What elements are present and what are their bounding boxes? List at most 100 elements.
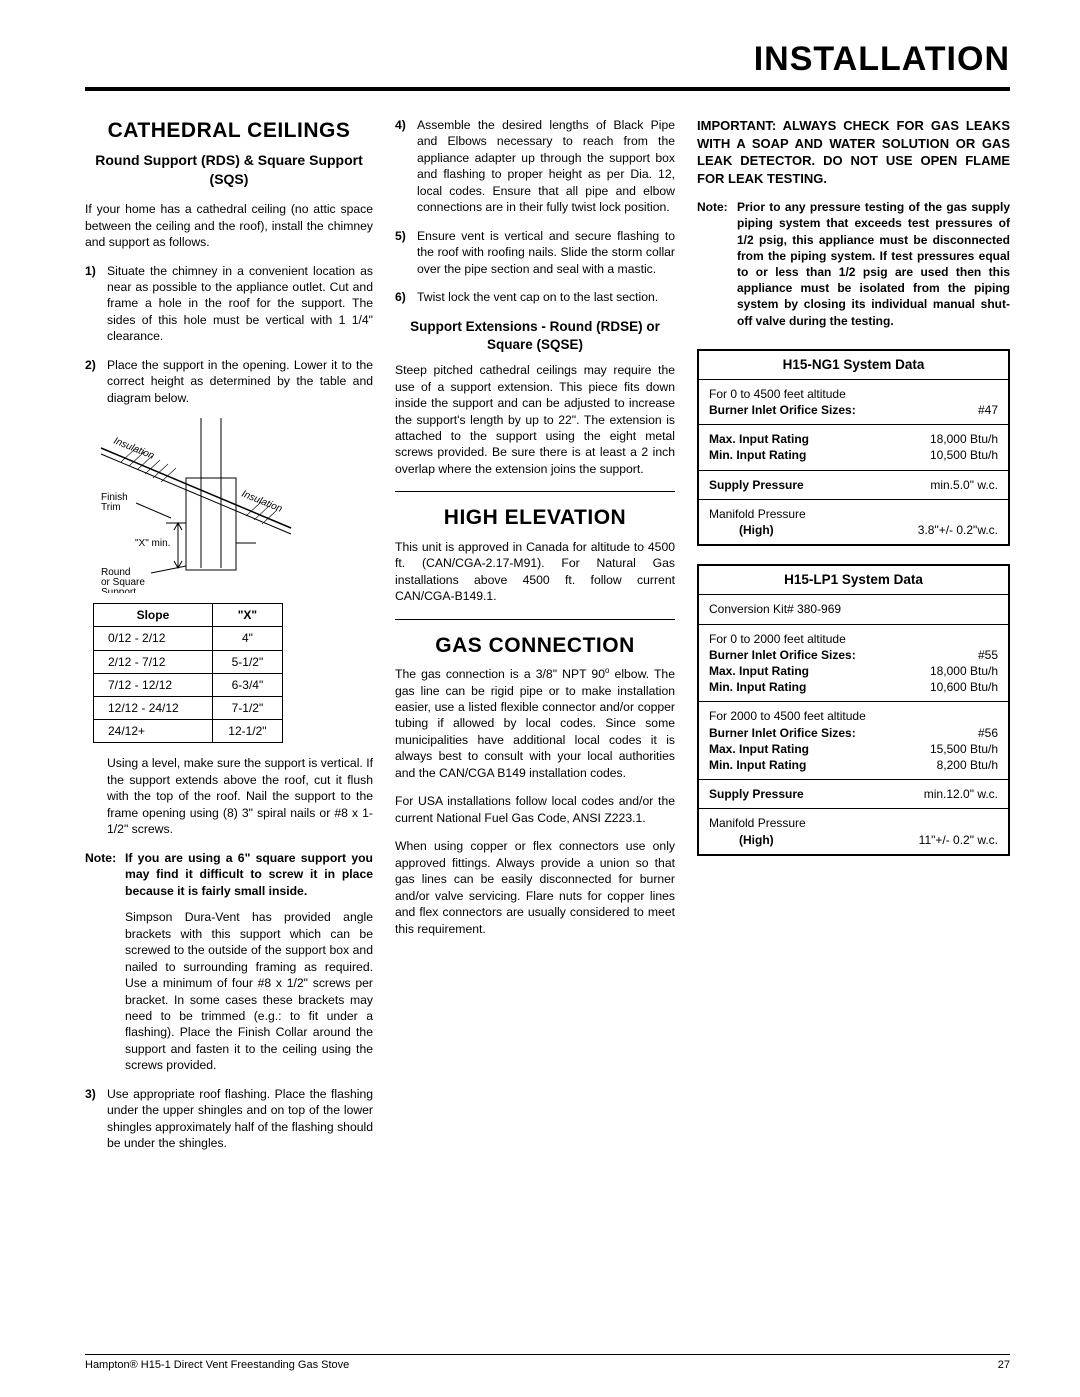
section-rule xyxy=(395,619,675,620)
data-key: Manifold Pressure xyxy=(709,815,998,831)
data-key: Supply Pressure xyxy=(709,477,804,493)
data-value: #56 xyxy=(978,725,998,741)
page-number: 27 xyxy=(998,1359,1010,1371)
data-value: 10,500 Btu/h xyxy=(930,447,998,463)
column-2: 4)Assemble the desired lengths of Black … xyxy=(395,117,675,1164)
data-value: 11"+/- 0.2" w.c. xyxy=(919,832,998,848)
warning-text: IMPORTANT: ALWAYS CHECK FOR GAS LEAKS WI… xyxy=(697,117,1010,187)
page-footer: Hampton® H15-1 Direct Vent Freestanding … xyxy=(85,1354,1010,1371)
note-label: Note: xyxy=(85,850,125,899)
section-rule xyxy=(395,491,675,492)
gas-para-2: For USA installations follow local codes… xyxy=(395,793,675,826)
table-cell: 5-1/2" xyxy=(212,650,282,673)
subheading-extensions: Support Extensions - Round (RDSE) or Squ… xyxy=(395,318,675,354)
table-cell: 7-1/2" xyxy=(212,697,282,720)
data-title: H15-NG1 System Data xyxy=(699,351,1008,380)
step-text: Assemble the desired lengths of Black Pi… xyxy=(417,117,675,216)
intro-para: If your home has a cathedral ceiling (no… xyxy=(85,201,373,250)
content-columns: CATHEDRAL CEILINGS Round Support (RDS) &… xyxy=(85,117,1010,1164)
data-value: min.5.0" w.c. xyxy=(930,477,998,493)
data-value: #47 xyxy=(978,402,998,418)
note-body: Prior to any pressure testing of the gas… xyxy=(737,199,1010,329)
svg-text:Support: Support xyxy=(101,587,136,593)
gas-para-3: When using copper or flex connectors use… xyxy=(395,838,675,937)
table-cell: 2/12 - 7/12 xyxy=(94,650,213,673)
data-row: For 0 to 4500 feet altitude xyxy=(709,386,998,402)
data-key: Supply Pressure xyxy=(709,786,804,802)
data-key: Max. Input Rating xyxy=(709,741,809,757)
step-num: 3) xyxy=(85,1086,107,1152)
heading-gas: GAS CONNECTION xyxy=(395,632,675,660)
system-data-ng1: H15-NG1 System Data For 0 to 4500 feet a… xyxy=(697,349,1010,547)
step-num: 2) xyxy=(85,357,107,406)
data-key: Min. Input Rating xyxy=(709,679,806,695)
data-value: 15,500 Btu/h xyxy=(930,741,998,757)
data-value: #55 xyxy=(978,647,998,663)
table-head: Slope xyxy=(94,604,213,627)
table-cell: 4" xyxy=(212,627,282,650)
svg-text:Insulation: Insulation xyxy=(240,489,284,515)
slope-table: Slope"X" 0/12 - 2/124" 2/12 - 7/125-1/2"… xyxy=(93,603,283,743)
data-row: For 2000 to 4500 feet altitude xyxy=(709,708,998,724)
column-1: CATHEDRAL CEILINGS Round Support (RDS) &… xyxy=(85,117,373,1164)
note-pressure: Note: Prior to any pressure testing of t… xyxy=(697,199,1010,329)
data-key: Min. Input Rating xyxy=(709,447,806,463)
footer-left: Hampton® H15-1 Direct Vent Freestanding … xyxy=(85,1359,349,1371)
data-value: 3.8"+/- 0.2"w.c. xyxy=(918,522,998,538)
step-num: 6) xyxy=(395,289,417,305)
system-data-lp1: H15-LP1 System Data Conversion Kit# 380-… xyxy=(697,564,1010,855)
data-title: H15-LP1 System Data xyxy=(699,566,1008,595)
data-key: Min. Input Rating xyxy=(709,757,806,773)
table-cell: 0/12 - 2/12 xyxy=(94,627,213,650)
title-rule xyxy=(85,87,1010,91)
data-value: 10,600 Btu/h xyxy=(930,679,998,695)
table-cell: 7/12 - 12/12 xyxy=(94,673,213,696)
steps-list-2: 4)Assemble the desired lengths of Black … xyxy=(395,117,675,306)
elev-para: This unit is approved in Canada for alti… xyxy=(395,539,675,605)
ceiling-diagram: Insulation Insulation Finish Trim "X" mi… xyxy=(91,418,301,593)
after-table-para: Using a level, make sure the support is … xyxy=(107,755,373,837)
data-row: Conversion Kit# 380-969 xyxy=(699,595,1008,624)
steps-list-1: 1)Situate the chimney in a convenient lo… xyxy=(85,263,373,407)
heading-cathedral: CATHEDRAL CEILINGS xyxy=(85,117,373,145)
step-text: Use appropriate roof flashing. Place the… xyxy=(107,1086,373,1152)
step-num: 1) xyxy=(85,263,107,345)
data-key: (High) xyxy=(709,522,774,538)
step-num: 5) xyxy=(395,228,417,277)
gas-para-1: The gas connection is a 3/8" NPT 90o elb… xyxy=(395,666,675,781)
step-text: Place the support in the opening. Lower … xyxy=(107,357,373,406)
note-body-para: Simpson Dura-Vent has provided angle bra… xyxy=(125,909,373,1074)
table-cell: 6-3/4" xyxy=(212,673,282,696)
data-value: 18,000 Btu/h xyxy=(930,431,998,447)
step-text: Situate the chimney in a convenient loca… xyxy=(107,263,373,345)
data-key: Max. Input Rating xyxy=(709,431,809,447)
data-row: For 0 to 2000 feet altitude xyxy=(709,631,998,647)
table-cell: 24/12+ xyxy=(94,720,213,743)
data-key: Manifold Pressure xyxy=(709,506,998,522)
step-text: Twist lock the vent cap on to the last s… xyxy=(417,289,675,305)
svg-text:"X" min.: "X" min. xyxy=(135,538,170,549)
data-key: Burner Inlet Orifice Sizes: xyxy=(709,725,856,741)
subheading-supports: Round Support (RDS) & Square Support (SQ… xyxy=(85,151,373,189)
column-3: IMPORTANT: ALWAYS CHECK FOR GAS LEAKS WI… xyxy=(697,117,1010,1164)
note-block: Note: If you are using a 6" square suppo… xyxy=(85,850,373,899)
heading-elevation: HIGH ELEVATION xyxy=(395,504,675,532)
steps-list-1b: 3)Use appropriate roof flashing. Place t… xyxy=(85,1086,373,1152)
data-value: min.12.0" w.c. xyxy=(924,786,998,802)
data-key: (High) xyxy=(709,832,774,848)
step-num: 4) xyxy=(395,117,417,216)
data-key: Burner Inlet Orifice Sizes: xyxy=(709,647,856,663)
ext-para: Steep pitched cathedral ceilings may req… xyxy=(395,362,675,477)
page-title: INSTALLATION xyxy=(85,40,1010,79)
note-lead: If you are using a 6" square support you… xyxy=(125,851,373,898)
table-cell: 12-1/2" xyxy=(212,720,282,743)
data-value: 18,000 Btu/h xyxy=(930,663,998,679)
svg-text:Trim: Trim xyxy=(101,502,121,513)
table-head: "X" xyxy=(212,604,282,627)
note-label: Note: xyxy=(697,199,737,329)
data-value: 8,200 Btu/h xyxy=(937,757,998,773)
table-cell: 12/12 - 24/12 xyxy=(94,697,213,720)
svg-text:Insulation: Insulation xyxy=(112,436,156,462)
step-text: Ensure vent is vertical and secure flash… xyxy=(417,228,675,277)
data-key: Max. Input Rating xyxy=(709,663,809,679)
